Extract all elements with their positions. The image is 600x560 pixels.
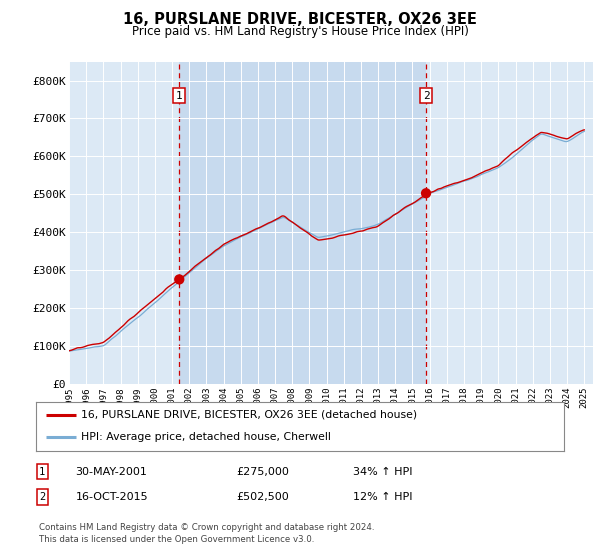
Text: 1: 1 <box>39 466 46 477</box>
Text: 12% ↑ HPI: 12% ↑ HPI <box>353 492 412 502</box>
Point <box>175 275 184 284</box>
Text: 16-OCT-2015: 16-OCT-2015 <box>76 492 148 502</box>
Text: 34% ↑ HPI: 34% ↑ HPI <box>353 466 412 477</box>
Text: 1: 1 <box>176 91 182 101</box>
Text: HPI: Average price, detached house, Cherwell: HPI: Average price, detached house, Cher… <box>81 432 331 442</box>
Point <box>421 189 431 198</box>
Text: 2: 2 <box>422 91 430 101</box>
Text: £502,500: £502,500 <box>236 492 289 502</box>
Text: 16, PURSLANE DRIVE, BICESTER, OX26 3EE (detached house): 16, PURSLANE DRIVE, BICESTER, OX26 3EE (… <box>81 410 417 420</box>
Text: 16, PURSLANE DRIVE, BICESTER, OX26 3EE: 16, PURSLANE DRIVE, BICESTER, OX26 3EE <box>123 12 477 27</box>
Text: £275,000: £275,000 <box>236 466 290 477</box>
Text: Contains HM Land Registry data © Crown copyright and database right 2024.
This d: Contains HM Land Registry data © Crown c… <box>38 524 374 544</box>
Text: Price paid vs. HM Land Registry's House Price Index (HPI): Price paid vs. HM Land Registry's House … <box>131 25 469 38</box>
Text: 30-MAY-2001: 30-MAY-2001 <box>76 466 148 477</box>
Text: 2: 2 <box>39 492 46 502</box>
Bar <box>179 62 426 384</box>
